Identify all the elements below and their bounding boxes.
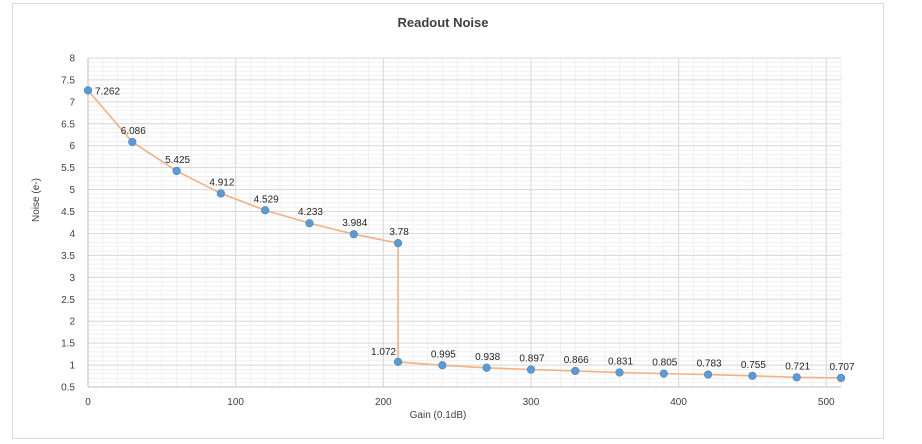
data-point (615, 368, 624, 377)
data-label: 3.984 (342, 218, 367, 229)
chart-title: Readout Noise (397, 15, 488, 30)
x-tick-label: 200 (375, 397, 392, 408)
data-label: 3.78 (389, 227, 409, 238)
y-tick-label: 4.5 (61, 207, 75, 218)
data-label: 0.721 (785, 361, 810, 372)
data-point (393, 357, 403, 367)
data-point (659, 369, 668, 378)
data-label: 4.912 (209, 177, 234, 188)
y-tick-label: 5.5 (61, 163, 75, 174)
data-label: 0.831 (608, 356, 633, 367)
data-label: 4.233 (298, 207, 323, 218)
data-label: 1.072 (371, 347, 396, 358)
x-tick-label: 500 (818, 397, 835, 408)
y-tick-label: 0.5 (61, 383, 75, 394)
data-label: 0.707 (829, 362, 854, 373)
y-tick-label: 7 (69, 97, 75, 108)
data-label: 7.262 (95, 86, 120, 97)
data-point (748, 371, 757, 380)
data-point (836, 373, 846, 383)
y-tick-label: 1.5 (61, 339, 75, 350)
data-point (438, 361, 447, 370)
data-label: 0.866 (564, 355, 589, 366)
data-point (526, 365, 536, 374)
data-point (128, 137, 137, 147)
data-point (261, 206, 270, 215)
y-tick-label: 3 (69, 273, 75, 284)
x-tick-label: 100 (227, 397, 244, 408)
data-label: 4.529 (254, 194, 279, 205)
data-label: 0.897 (519, 354, 544, 365)
data-label: 0.995 (431, 349, 456, 360)
x-axis-label: Gain (0.1dB) (410, 410, 467, 421)
y-tick-label: 2 (69, 317, 75, 328)
y-tick-label: 2.5 (61, 295, 75, 306)
y-axis-label: Noise (e-) (31, 178, 42, 222)
data-point (704, 370, 713, 379)
data-point (792, 373, 801, 382)
data-point (393, 239, 403, 248)
y-tick-label: 4 (69, 229, 75, 240)
data-point (216, 189, 225, 198)
data-point (305, 219, 314, 228)
data-label: 0.805 (652, 358, 677, 369)
data-label: 0.783 (697, 359, 722, 370)
y-tick-label: 3.5 (61, 251, 75, 262)
data-label: 5.425 (165, 155, 190, 166)
y-tick-label: 5 (69, 185, 75, 196)
data-point (349, 230, 358, 239)
data-label: 0.755 (741, 360, 766, 371)
data-label: 0.938 (475, 352, 500, 363)
data-point (482, 363, 491, 372)
x-tick-label: 400 (670, 397, 687, 408)
data-point (172, 166, 181, 176)
data-label: 6.086 (121, 126, 146, 137)
data-point (571, 366, 580, 376)
x-tick-label: 300 (523, 397, 540, 408)
y-tick-label: 7.5 (61, 75, 75, 86)
data-point (83, 86, 93, 95)
x-tick-label: 0 (85, 397, 91, 408)
y-tick-label: 8 (69, 54, 75, 65)
y-tick-label: 6.5 (61, 119, 75, 130)
y-tick-label: 6 (69, 141, 75, 152)
y-tick-label: 1 (69, 361, 75, 372)
